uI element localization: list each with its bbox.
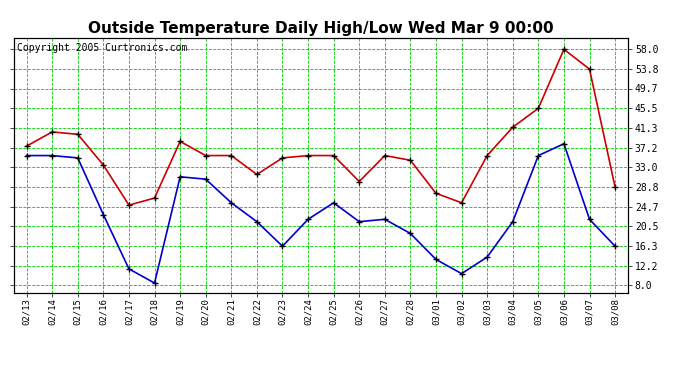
Text: Copyright 2005 Curtronics.com: Copyright 2005 Curtronics.com bbox=[17, 43, 187, 52]
Title: Outside Temperature Daily High/Low Wed Mar 9 00:00: Outside Temperature Daily High/Low Wed M… bbox=[88, 21, 553, 36]
